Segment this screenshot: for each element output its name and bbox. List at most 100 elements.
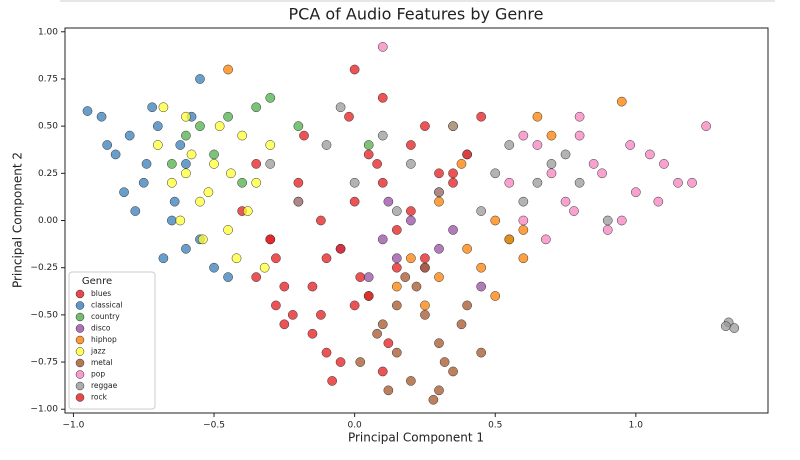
y-axis-label: Principal Component 2 bbox=[11, 152, 25, 288]
point bbox=[349, 177, 360, 188]
y-tick-label: 1.00 bbox=[38, 27, 58, 37]
point bbox=[141, 159, 152, 169]
point bbox=[560, 196, 571, 207]
point bbox=[251, 177, 262, 188]
point bbox=[158, 253, 169, 264]
point bbox=[532, 140, 543, 150]
legend-marker bbox=[75, 335, 85, 345]
point bbox=[504, 177, 515, 188]
point bbox=[448, 168, 458, 179]
legend-label: rock bbox=[91, 393, 108, 402]
point bbox=[175, 140, 186, 150]
point bbox=[237, 130, 248, 141]
legend-label: reggae bbox=[91, 381, 118, 390]
point bbox=[546, 130, 557, 141]
point bbox=[355, 272, 366, 282]
point bbox=[152, 140, 163, 150]
point bbox=[476, 206, 487, 216]
x-tick-label: −0.5 bbox=[203, 421, 225, 431]
point bbox=[420, 262, 430, 273]
point bbox=[518, 196, 529, 207]
chart-title: PCA of Audio Features by Genre bbox=[289, 5, 544, 24]
point bbox=[293, 177, 304, 188]
legend-marker bbox=[75, 347, 85, 356]
legend-label: metal bbox=[91, 358, 113, 367]
point bbox=[476, 347, 487, 358]
point bbox=[197, 234, 208, 245]
point bbox=[569, 206, 579, 216]
point bbox=[560, 149, 571, 160]
point bbox=[448, 121, 458, 131]
point bbox=[251, 272, 262, 282]
series-points bbox=[265, 102, 740, 333]
point bbox=[462, 300, 472, 311]
point bbox=[181, 111, 191, 122]
point bbox=[411, 281, 422, 292]
point bbox=[377, 366, 388, 377]
legend-marker bbox=[75, 312, 85, 322]
series-points bbox=[152, 102, 276, 273]
series-points bbox=[251, 64, 487, 377]
point bbox=[406, 206, 416, 216]
point bbox=[434, 385, 444, 396]
y-tick-label: 0.00 bbox=[38, 216, 58, 226]
point bbox=[124, 130, 135, 141]
legend-title: Genre bbox=[82, 276, 112, 287]
point bbox=[355, 357, 366, 367]
point bbox=[147, 102, 158, 113]
point bbox=[299, 130, 309, 141]
point bbox=[391, 253, 402, 264]
point bbox=[344, 111, 354, 122]
point bbox=[102, 140, 113, 150]
point bbox=[377, 234, 388, 245]
point bbox=[383, 196, 394, 207]
x-tick-label: 0.5 bbox=[488, 421, 502, 431]
x-tick-label: −1.0 bbox=[63, 421, 85, 431]
y-tick-label: 0.25 bbox=[38, 169, 58, 179]
point bbox=[476, 262, 487, 273]
point bbox=[138, 177, 149, 188]
point bbox=[181, 159, 191, 169]
point bbox=[377, 130, 388, 141]
point bbox=[602, 215, 613, 226]
point bbox=[321, 140, 332, 150]
y-tick-label: −0.50 bbox=[30, 310, 58, 320]
point bbox=[259, 262, 270, 273]
point bbox=[251, 159, 262, 169]
point bbox=[363, 149, 374, 160]
point bbox=[316, 215, 326, 226]
point bbox=[181, 130, 191, 141]
point bbox=[406, 253, 416, 264]
legend-label: jazz bbox=[90, 347, 106, 356]
point bbox=[293, 196, 304, 207]
point bbox=[223, 64, 233, 75]
point bbox=[490, 215, 501, 226]
point bbox=[82, 106, 93, 116]
point bbox=[265, 159, 276, 169]
point bbox=[720, 321, 731, 332]
y-tick-label: 0.75 bbox=[38, 74, 58, 84]
legend-marker bbox=[75, 301, 85, 310]
point bbox=[490, 168, 501, 179]
y-tick-label: −1.00 bbox=[30, 405, 58, 415]
legend-marker bbox=[75, 381, 85, 391]
point bbox=[195, 121, 205, 131]
point bbox=[307, 281, 318, 292]
point bbox=[307, 328, 318, 339]
point bbox=[377, 319, 388, 330]
series-points bbox=[377, 42, 711, 245]
legend-box bbox=[68, 271, 156, 410]
point bbox=[729, 323, 740, 333]
point bbox=[167, 177, 177, 188]
point bbox=[271, 300, 281, 311]
point bbox=[223, 272, 233, 282]
point bbox=[673, 177, 683, 188]
point bbox=[335, 102, 346, 113]
series-points bbox=[237, 111, 458, 386]
legend-marker bbox=[75, 358, 85, 368]
x-tick-label: 1.0 bbox=[629, 421, 644, 431]
point bbox=[630, 187, 641, 198]
point bbox=[406, 159, 416, 169]
point bbox=[335, 357, 346, 367]
